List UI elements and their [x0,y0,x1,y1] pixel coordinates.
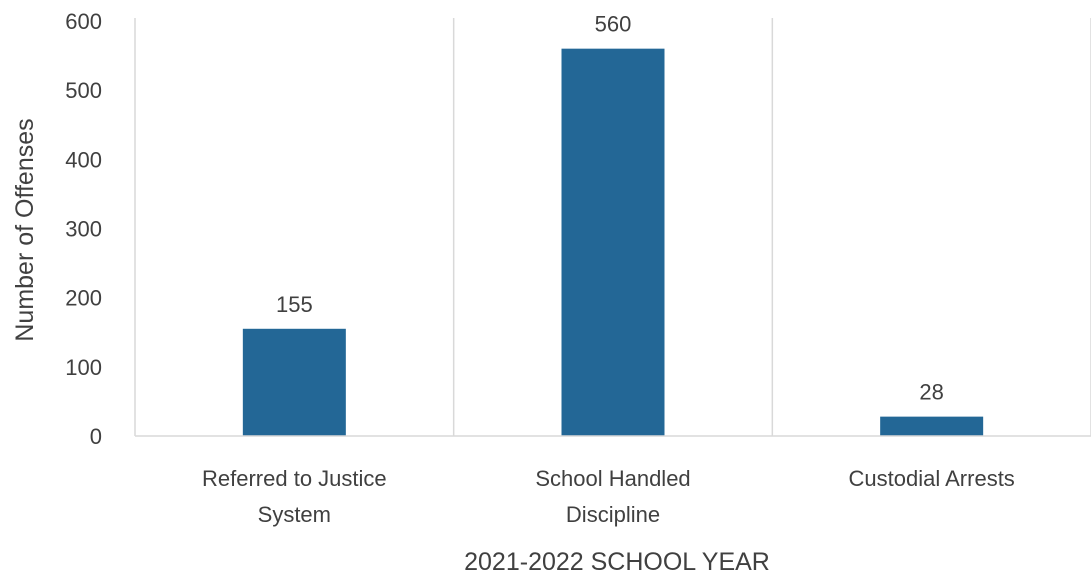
y-axis-title: Number of Offenses [11,118,39,341]
category-label: School Handled Discipline [535,466,690,527]
bar [242,328,346,436]
category-gridlines [134,18,1091,436]
y-tick-label: 300 [65,217,102,242]
y-tick-label: 0 [90,424,102,449]
y-tick-label: 400 [65,147,102,172]
x-axis-title: 2021-2022 SCHOOL YEAR [464,548,770,576]
y-tick-label: 100 [65,355,102,380]
data-label: 155 [276,292,313,317]
bar [561,48,665,437]
x-axis-categories: Referred to Justice System School Handled D… [202,466,1015,527]
bars [242,48,984,437]
category-label: Referred to Justice System [202,466,387,527]
y-axis-ticks: 0 100 200 300 400 500 600 [65,9,102,449]
y-tick-label: 600 [65,9,102,34]
data-label: 28 [919,380,943,405]
y-tick-label: 500 [65,78,102,103]
category-label: Custodial Arrests [849,466,1015,491]
bar [880,416,984,436]
data-label: 560 [595,12,632,37]
data-labels: 155 560 28 [276,12,944,405]
y-tick-label: 200 [65,286,102,311]
